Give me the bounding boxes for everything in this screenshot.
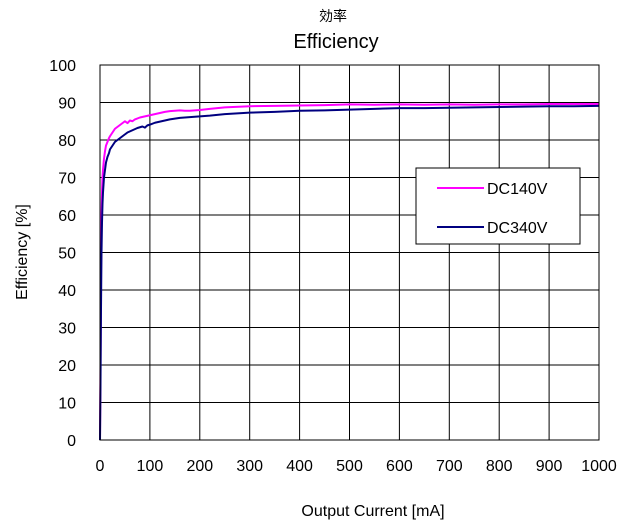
legend-label-dc140v: DC140V <box>487 181 548 198</box>
x-tick-label: 800 <box>486 458 513 475</box>
chart-title-jp: 効率 <box>319 8 347 24</box>
chart-title: Efficiency <box>293 31 378 53</box>
x-tick-label: 100 <box>137 458 164 475</box>
x-tick-label: 1000 <box>581 458 617 475</box>
y-tick-label: 20 <box>58 358 76 375</box>
x-tick-label: 700 <box>436 458 463 475</box>
y-tick-label: 10 <box>58 396 76 413</box>
y-axis-label: Efficiency [%] <box>14 204 31 300</box>
y-tick-label: 80 <box>58 133 76 150</box>
x-axis-label: Output Current [mA] <box>301 503 444 520</box>
y-tick-label: 70 <box>58 171 76 188</box>
y-tick-labels: 0 10 20 30 40 50 60 70 80 90 100 <box>49 58 76 450</box>
plot-frame <box>99 64 600 441</box>
x-tick-label: 500 <box>336 458 363 475</box>
x-tick-labels: 0 100 200 300 400 500 600 700 800 900 1000 <box>96 458 617 475</box>
legend-box <box>415 167 581 245</box>
x-tick-label: 300 <box>236 458 263 475</box>
legend-label-dc340v: DC340V <box>487 220 548 237</box>
y-tick-label: 40 <box>58 283 76 300</box>
series-lines <box>99 103 600 441</box>
y-tick-label: 50 <box>58 246 76 263</box>
series-line-dc140v <box>99 103 599 441</box>
x-tick-label: 900 <box>536 458 563 475</box>
y-tick-label: 90 <box>58 96 76 113</box>
y-tick-label: 30 <box>58 321 76 338</box>
y-tick-label: 100 <box>49 58 76 75</box>
series-line-dc340v <box>99 104 600 441</box>
x-tick-label: 600 <box>386 458 413 475</box>
y-tick-label: 0 <box>67 433 76 450</box>
y-tick-label: 60 <box>58 208 76 225</box>
legend: DC140V DC340V <box>415 167 581 245</box>
x-tick-label: 400 <box>286 458 313 475</box>
x-tick-label: 200 <box>186 458 213 475</box>
x-tick-label: 0 <box>96 458 105 475</box>
